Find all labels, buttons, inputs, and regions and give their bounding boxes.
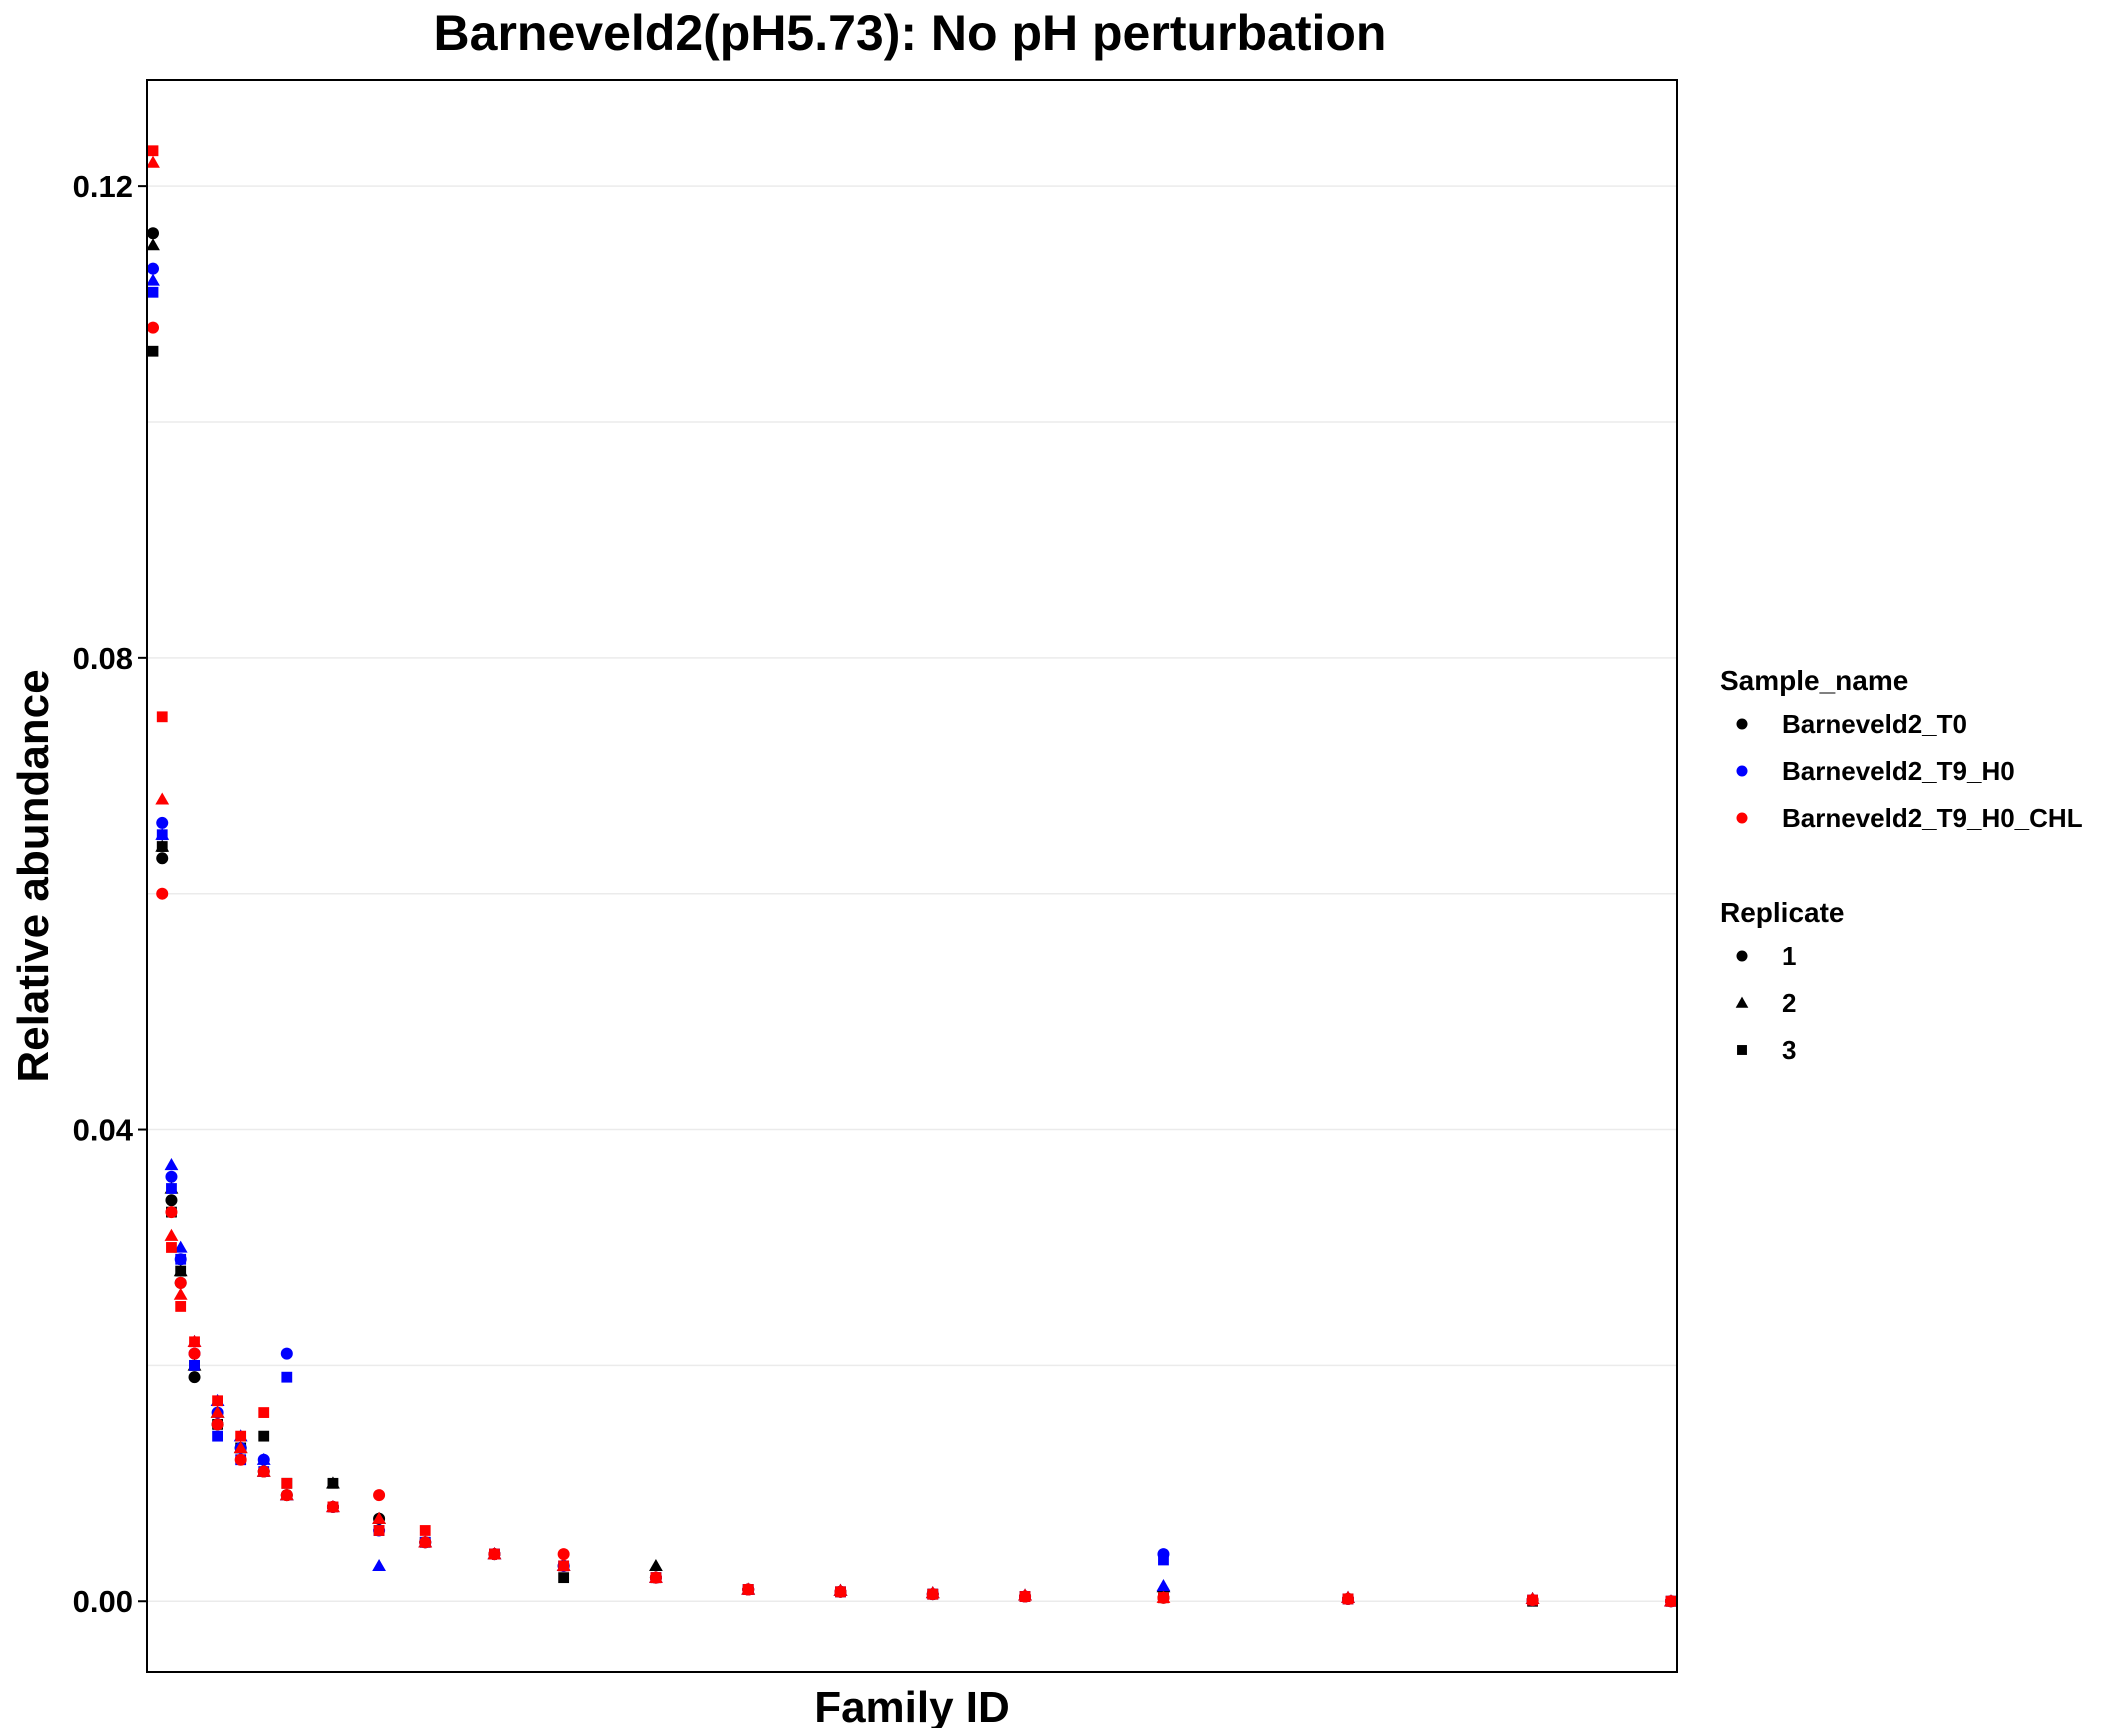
data-point	[281, 1477, 293, 1489]
grid-lines	[147, 185, 1677, 1602]
legend-label: Barneveld2_T9_H0_CHL	[1782, 803, 2083, 833]
data-point	[256, 1464, 271, 1477]
data-point	[373, 1489, 386, 1502]
data-point	[156, 887, 169, 900]
data-point	[165, 1194, 178, 1207]
x-axis-title: Family ID	[814, 1683, 1010, 1728]
data-point	[558, 1572, 570, 1584]
legend-label: 2	[1782, 988, 1796, 1018]
y-tick-label: 0.12	[73, 169, 133, 204]
legend-key	[1736, 765, 1748, 777]
legend-title: Replicate	[1720, 897, 1845, 928]
data-point	[927, 1588, 939, 1600]
data-point	[166, 1183, 177, 1194]
data-point	[189, 1359, 200, 1371]
data-point	[281, 1371, 293, 1383]
data-point	[372, 1511, 386, 1524]
data-point	[146, 155, 160, 168]
legend-label: 1	[1782, 941, 1796, 971]
plot-panel-border	[146, 79, 1678, 1673]
legend-label: Barneveld2_T9_H0	[1782, 756, 2015, 786]
data-point	[419, 1525, 431, 1536]
data-point	[188, 1371, 201, 1384]
data-point	[189, 1336, 200, 1348]
chart-title: Barneveld2(pH5.73): No pH perturbation	[434, 5, 1387, 61]
data-point	[1342, 1593, 1354, 1605]
data-point	[233, 1441, 248, 1454]
data-point	[649, 1558, 663, 1572]
data-point	[742, 1584, 754, 1595]
data-point	[211, 1418, 224, 1431]
data-point	[147, 345, 159, 357]
data-point	[156, 841, 168, 852]
data-point	[188, 1347, 201, 1360]
data-point	[1156, 1579, 1171, 1592]
data-point	[173, 1287, 188, 1300]
legend-title: Sample_name	[1720, 665, 1908, 696]
data-point	[166, 1242, 177, 1253]
data-point	[156, 829, 168, 841]
data-point	[1665, 1595, 1677, 1607]
data-point	[373, 1525, 385, 1536]
data-points	[146, 145, 1678, 1608]
data-point	[175, 1301, 187, 1312]
data-point	[327, 1501, 339, 1513]
data-point	[175, 1253, 187, 1265]
data-point	[147, 227, 159, 240]
data-point	[234, 1453, 247, 1466]
data-point	[256, 1452, 271, 1465]
data-point	[156, 711, 168, 723]
legend-label: 3	[1782, 1035, 1796, 1065]
data-point	[147, 145, 159, 157]
y-tick-label: 0.00	[73, 1584, 133, 1619]
data-point	[212, 1395, 223, 1407]
data-point	[147, 262, 159, 275]
data-point	[372, 1558, 386, 1572]
data-point	[1158, 1592, 1169, 1604]
data-point	[327, 1477, 339, 1489]
data-point	[489, 1548, 500, 1560]
data-point	[835, 1586, 846, 1598]
y-tick-label: 0.08	[73, 641, 133, 676]
data-point	[1158, 1554, 1169, 1566]
data-point	[212, 1430, 223, 1442]
data-point	[147, 321, 159, 334]
data-point	[156, 816, 169, 829]
data-point	[165, 1170, 178, 1183]
data-point	[174, 1276, 187, 1289]
legend-key	[1735, 996, 1749, 1008]
data-point	[146, 238, 160, 251]
data-point	[279, 1488, 294, 1501]
data-point	[258, 1430, 270, 1442]
data-point	[146, 273, 160, 286]
data-point	[650, 1572, 662, 1584]
data-point	[156, 852, 169, 865]
data-point	[164, 1158, 179, 1171]
legend-key	[1736, 812, 1748, 824]
data-point	[165, 1206, 178, 1219]
data-point	[210, 1405, 225, 1418]
data-point	[175, 1265, 187, 1277]
y-axis: 0.00 0.04 0.08 0.12	[73, 169, 147, 1619]
legend-key	[1736, 718, 1748, 730]
data-point	[1019, 1591, 1031, 1602]
data-point	[1527, 1594, 1538, 1606]
data-point	[280, 1347, 293, 1360]
data-point	[258, 1407, 270, 1418]
legend-label: Barneveld2_T0	[1782, 709, 1967, 739]
data-point	[155, 792, 170, 805]
data-point	[557, 1548, 570, 1561]
data-point	[235, 1430, 247, 1442]
legend: Sample_name Barneveld2_T0 Barneveld2_T9_H0…	[1720, 665, 2083, 1065]
data-point	[558, 1560, 570, 1572]
data-point	[164, 1228, 179, 1241]
legend-key	[1737, 1045, 1747, 1055]
y-axis-title: Relative abundance	[9, 669, 58, 1082]
data-point	[173, 1240, 188, 1253]
legend-key	[1736, 950, 1748, 962]
data-point	[418, 1535, 433, 1548]
y-tick-label: 0.04	[73, 1113, 134, 1148]
data-point	[147, 286, 159, 298]
